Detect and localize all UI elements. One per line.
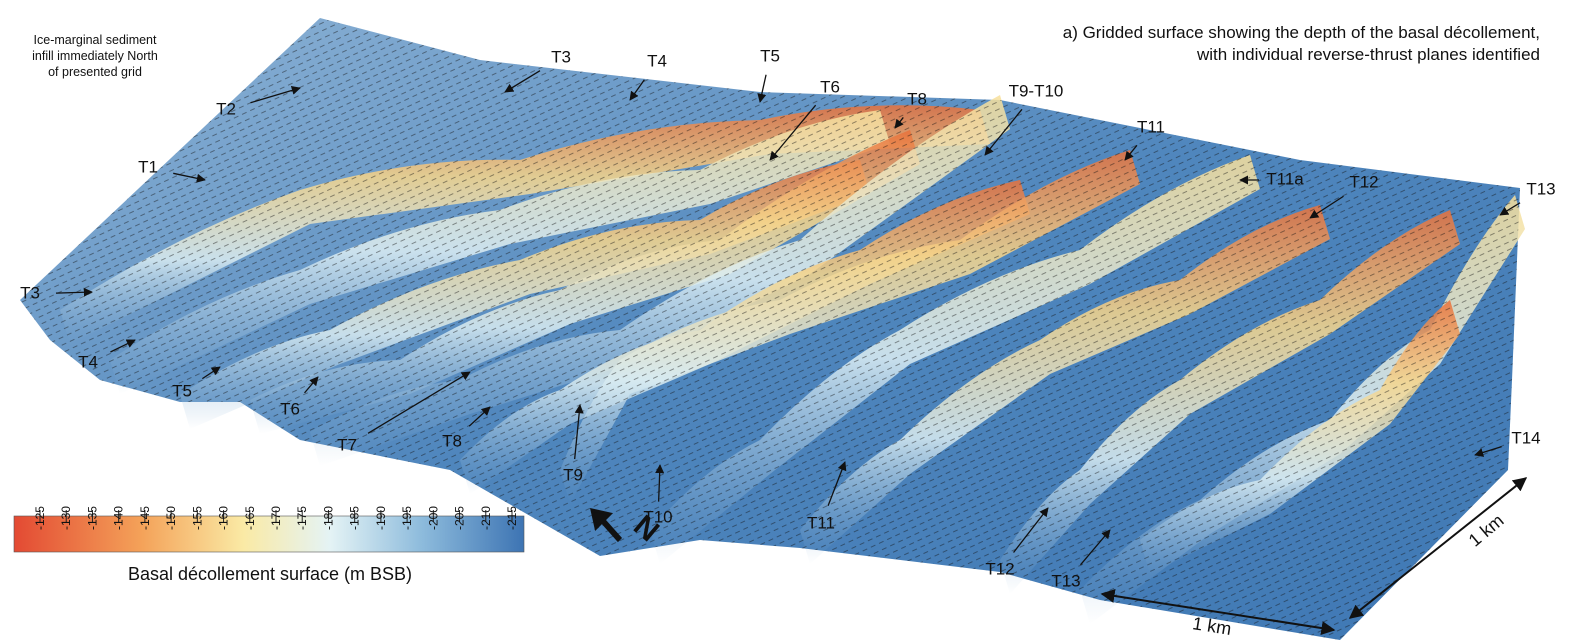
colorbar-tick-label: -200 <box>426 506 440 530</box>
thrust-label: T11 <box>1137 117 1165 136</box>
thrust-label: T12 <box>985 559 1014 578</box>
colorbar-tick-label: -150 <box>164 506 178 530</box>
thrust-label: T6 <box>820 77 840 96</box>
note: Ice-marginal sediment infill immediately… <box>32 33 158 79</box>
colorbar-tick-label: -140 <box>112 506 126 530</box>
thrust-label: T9 <box>563 465 583 484</box>
colorbar-tick-label: -160 <box>217 506 231 530</box>
thrust-label: T13 <box>1526 179 1555 198</box>
title-line: with individual reverse-thrust planes id… <box>1196 45 1540 64</box>
thrust-label: T8 <box>907 89 927 108</box>
thrust-label: T14 <box>1511 428 1540 447</box>
thrust-label: T13 <box>1051 571 1080 590</box>
thrust-label: T9-T10 <box>1009 81 1064 100</box>
colorbar-tick-label: -205 <box>453 506 467 530</box>
note-line: infill immediately North <box>32 49 158 63</box>
colorbar-tick-label: -175 <box>295 506 309 530</box>
colorbar: Basal décollement surface (m BSB) -125 -1… <box>14 506 524 584</box>
thrust-label: T11 <box>807 513 835 532</box>
colorbar-tick-label: -215 <box>505 506 519 530</box>
thrust-label: T2 <box>216 99 236 118</box>
thrust-label: T3 <box>20 283 40 302</box>
figure: a) Gridded surface showing the depth of … <box>0 0 1569 641</box>
colorbar-title: Basal décollement surface (m BSB) <box>128 564 412 584</box>
thrust-label: T1 <box>138 157 158 176</box>
colorbar-tick-label: -125 <box>33 506 47 530</box>
title-line: a) Gridded surface showing the depth of … <box>1063 23 1540 42</box>
thrust-label: T4 <box>647 51 667 70</box>
title: a) Gridded surface showing the depth of … <box>1063 23 1540 64</box>
thrust-label: T5 <box>172 381 192 400</box>
thrust-label: T3 <box>551 47 571 66</box>
colorbar-tick-label: -195 <box>400 506 414 530</box>
colorbar-tick-label: -185 <box>348 506 362 530</box>
thrust-label: T7 <box>337 435 357 454</box>
colorbar-tick-label: -135 <box>85 506 99 530</box>
note-line: of presented grid <box>48 65 142 79</box>
thrust-label: T5 <box>760 46 780 65</box>
thrust-label: T11a <box>1266 169 1304 188</box>
colorbar-tick-label: -210 <box>479 506 493 530</box>
thrust-label: T4 <box>78 352 98 371</box>
colorbar-tick-label: -145 <box>138 506 152 530</box>
colorbar-tick-label: -190 <box>374 506 388 530</box>
thrust-label: T8 <box>442 431 462 450</box>
scale-label: 1 km <box>1465 510 1508 550</box>
colorbar-tick-label: -155 <box>190 506 204 530</box>
colorbar-tick-label: -170 <box>269 506 283 530</box>
colorbar-tick-label: -180 <box>321 506 335 530</box>
colorbar-tick-label: -130 <box>59 506 73 530</box>
note-line: Ice-marginal sediment <box>34 33 157 47</box>
colorbar-tick-label: -165 <box>243 506 257 530</box>
thrust-label: T12 <box>1349 172 1378 191</box>
thrust-label: T6 <box>280 399 300 418</box>
